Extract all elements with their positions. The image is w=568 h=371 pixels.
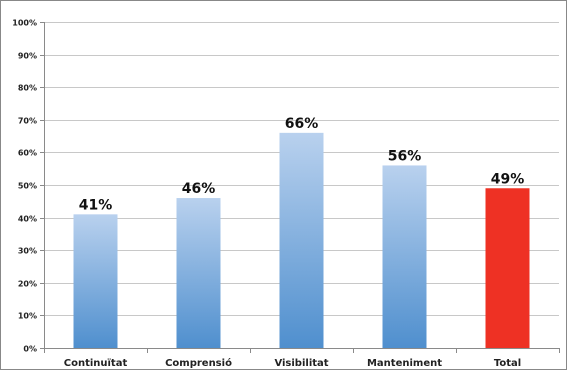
y-tick-label: 30% xyxy=(18,247,37,256)
data-label: 66% xyxy=(285,116,319,132)
data-label: 41% xyxy=(79,197,113,213)
bar-manteniment xyxy=(382,165,427,348)
x-category-label: Total xyxy=(494,358,521,369)
y-tick-label: 20% xyxy=(18,280,37,289)
x-category-label: Comprensió xyxy=(165,357,232,369)
data-label: 46% xyxy=(182,181,216,197)
y-tick-label: 100% xyxy=(12,19,37,28)
data-label: 56% xyxy=(388,148,422,164)
y-tick-label: 10% xyxy=(18,312,37,321)
y-tick-label: 0% xyxy=(23,345,37,354)
axes xyxy=(44,22,560,353)
bar-continuitat xyxy=(73,214,118,348)
x-category-label: Visibilitat xyxy=(274,358,328,369)
y-tick-label: 40% xyxy=(18,215,37,224)
x-category-label: Continuïtat xyxy=(64,358,128,369)
bars xyxy=(73,132,530,348)
y-tick-label: 50% xyxy=(18,182,37,191)
y-tick-label: 80% xyxy=(18,84,37,93)
y-tick-label: 90% xyxy=(18,52,37,61)
x-category-label: Manteniment xyxy=(367,358,442,369)
y-tick-label: 70% xyxy=(18,117,37,126)
bar-comprensio xyxy=(176,198,221,348)
data-labels: 41% 46% 66% 56% 49% xyxy=(79,116,525,214)
x-axis-labels: Continuïtat Comprensió Visibilitat Mantenim… xyxy=(64,357,521,369)
y-axis-ticks: 0% 10% 20% 30% 40% 50% 60% 70% 80% 90% 100% xyxy=(12,19,44,354)
gridlines xyxy=(44,22,559,316)
y-tick-label: 60% xyxy=(18,149,37,158)
bar-visibilitat xyxy=(279,132,324,348)
bar-total xyxy=(485,188,530,348)
data-label: 49% xyxy=(491,171,525,187)
